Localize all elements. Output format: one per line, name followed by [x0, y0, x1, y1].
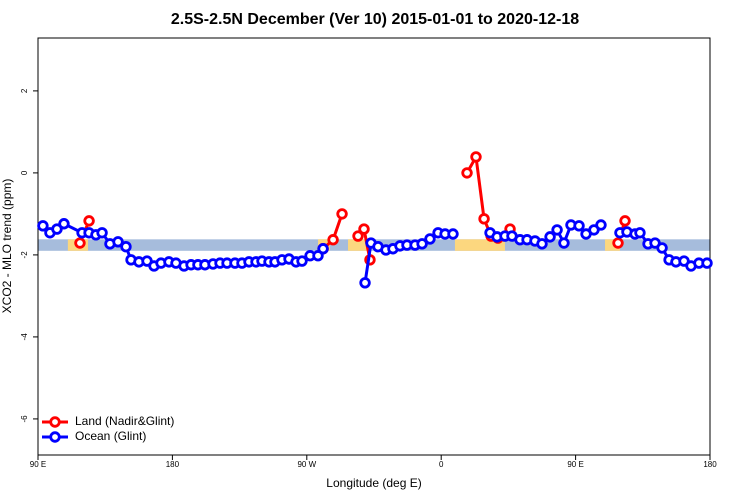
x-tick-label: 90 W [297, 460, 316, 469]
x-tick-label: 180 [703, 460, 717, 469]
data-point [51, 223, 63, 235]
data-point [58, 218, 70, 230]
band-highlight [605, 239, 620, 251]
data-point [573, 220, 585, 232]
chart-title: 2.5S-2.5N December (Ver 10) 2015-01-01 t… [171, 11, 579, 28]
data-point [83, 215, 95, 227]
data-point [447, 228, 459, 240]
data-point [416, 238, 428, 250]
x-axis-label: Longitude (deg E) [326, 476, 421, 490]
legend-label: Ocean (Glint) [75, 429, 146, 443]
legend-marker [49, 431, 61, 443]
data-point [536, 238, 548, 250]
band-highlight [454, 239, 505, 251]
x-tick-label: 90 E [30, 460, 46, 469]
plot-frame [37, 37, 711, 456]
data-point [336, 208, 348, 220]
data-point [96, 227, 108, 239]
data-point [112, 236, 124, 248]
data-point [327, 234, 339, 246]
data-point [478, 213, 490, 225]
data-point [634, 227, 646, 239]
y-tick-label: -2 [20, 251, 29, 259]
y-tick-label: 2 [20, 88, 29, 93]
y-tick-label: -4 [20, 333, 29, 341]
data-point [352, 230, 364, 242]
data-point [37, 220, 49, 232]
data-point [74, 237, 86, 249]
data-point [595, 219, 607, 231]
data-point [551, 224, 563, 236]
y-tick-label: 0 [20, 170, 29, 175]
data-point [424, 233, 436, 245]
legend-marker [49, 416, 61, 428]
x-tick-label: 90 E [567, 460, 583, 469]
data-point [358, 223, 370, 235]
legend-label: Land (Nadir&Glint) [75, 414, 174, 428]
y-tick-label: -6 [20, 415, 29, 423]
band-highlight [348, 239, 370, 251]
data-point [317, 243, 329, 255]
data-point [612, 237, 624, 249]
data-point [558, 237, 570, 249]
data-point [656, 242, 668, 254]
data-point [296, 255, 308, 267]
x-tick-label: 0 [439, 460, 444, 469]
y-axis-label: XCO2 - MLO trend (ppm) [0, 179, 14, 314]
data-point [544, 231, 556, 243]
x-tick-label: 180 [166, 460, 180, 469]
data-point [619, 215, 631, 227]
data-point [120, 241, 132, 253]
series-line [465, 152, 511, 240]
data-point [461, 167, 473, 179]
data-point [359, 277, 371, 289]
data-point [470, 151, 482, 163]
data-point [701, 257, 713, 269]
